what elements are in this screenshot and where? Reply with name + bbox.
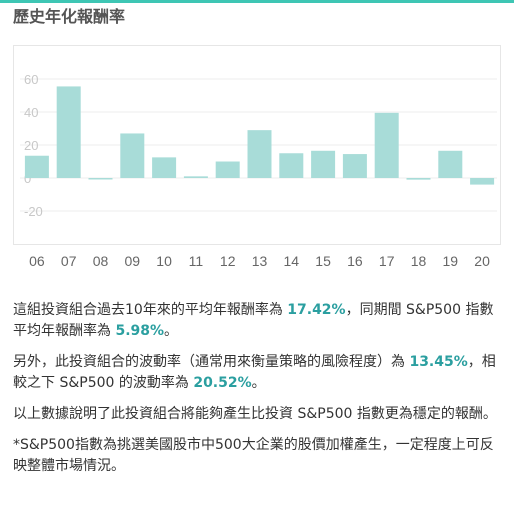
x-tick-label: 06 bbox=[29, 253, 45, 269]
x-tick-label: 15 bbox=[315, 253, 331, 269]
x-tick-label: 10 bbox=[156, 253, 172, 269]
y-tick-label: 60 bbox=[24, 72, 38, 87]
chart-frame bbox=[13, 45, 501, 245]
bar bbox=[279, 153, 304, 178]
x-tick-label: 20 bbox=[474, 253, 490, 269]
bar bbox=[88, 178, 113, 180]
summary-paragraph-return: 這組投資組合過去10年來的平均年報酬率為 17.42%，同期間 S&P500 指… bbox=[13, 300, 507, 342]
x-tick-label: 16 bbox=[347, 253, 363, 269]
text: 這組投資組合過去10年來的平均年報酬率為 bbox=[13, 302, 288, 318]
page-title: 歷史年化報酬率 bbox=[13, 7, 126, 26]
portfolio-return-value: 17.42% bbox=[287, 302, 346, 318]
bar bbox=[183, 176, 208, 178]
bar bbox=[438, 150, 463, 178]
bar bbox=[247, 130, 272, 178]
top-accent-bar bbox=[0, 0, 514, 3]
x-tick-label: 17 bbox=[379, 253, 395, 269]
summary-paragraph-conclusion: 以上數據說明了此投資組合將能夠產生比投資 S&P500 指數更為穩定的報酬。 bbox=[13, 406, 497, 422]
text: ，同期間 S&P500 指數平均年報酬率為 bbox=[13, 302, 494, 339]
text: 。 bbox=[251, 375, 266, 391]
bar bbox=[470, 178, 495, 185]
text: 另外，此投資組合的波動率（通常用來衡量策略的風險程度）為 bbox=[13, 354, 410, 370]
bar bbox=[406, 178, 431, 180]
bar bbox=[120, 133, 145, 178]
bar bbox=[374, 112, 399, 178]
sp500-volatility-value: 20.52% bbox=[193, 375, 252, 391]
x-tick-label: 13 bbox=[252, 253, 268, 269]
summary-text: 這組投資組合過去10年來的平均年報酬率為 17.42%，同期間 S&P500 指… bbox=[13, 300, 507, 487]
y-tick-label: 20 bbox=[24, 138, 38, 153]
text: ，相較之下 S&P500 的波動率為 bbox=[13, 354, 496, 391]
x-tick-label: 09 bbox=[125, 253, 141, 269]
bar bbox=[342, 154, 367, 178]
y-tick-label: 0 bbox=[24, 171, 31, 186]
sp500-return-value: 5.98% bbox=[115, 323, 165, 339]
y-tick-label: 40 bbox=[24, 105, 38, 120]
bar bbox=[215, 161, 240, 178]
annual-return-bar-chart: 60 40 20 0 -20 06 07 08 09 10 11 12 13 14 15 16 17 18 19 20 bbox=[20, 72, 497, 269]
summary-paragraph-volatility: 另外，此投資組合的波動率（通常用來衡量策略的風險程度）為 13.45%，相較之下… bbox=[13, 352, 507, 394]
x-tick-label: 07 bbox=[61, 253, 77, 269]
x-tick-label: 08 bbox=[93, 253, 109, 269]
portfolio-volatility-value: 13.45% bbox=[409, 354, 468, 370]
x-tick-label: 12 bbox=[220, 253, 236, 269]
x-tick-label: 18 bbox=[411, 253, 427, 269]
summary-paragraph-footnote: *S&P500指數為挑選美國股市中500大企業的股價加權產生，一定程度上可反映整… bbox=[13, 437, 494, 474]
x-tick-label: 14 bbox=[284, 253, 300, 269]
x-tick-label: 11 bbox=[189, 253, 204, 269]
bar bbox=[311, 150, 336, 178]
bar bbox=[24, 155, 49, 178]
text: 。 bbox=[164, 323, 179, 339]
x-tick-label: 19 bbox=[443, 253, 459, 269]
y-tick-label: -20 bbox=[24, 204, 43, 219]
bar bbox=[152, 157, 177, 178]
bar bbox=[56, 86, 81, 178]
